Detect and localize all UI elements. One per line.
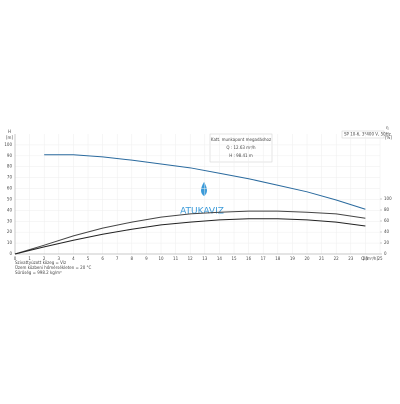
x-tick-label: 22 xyxy=(334,256,340,261)
y-tick-label: 50 xyxy=(7,196,13,201)
y2-tick-label: 100 xyxy=(384,196,392,201)
note: Üzem közbeni hőmérsékleten = 20 °C xyxy=(15,265,92,270)
y-tick-label: 70 xyxy=(7,175,13,180)
x-tick-label: 6 xyxy=(101,256,104,261)
y-tick-label: 60 xyxy=(7,186,13,191)
x-tick-label: 21 xyxy=(319,256,325,261)
x-tick-label: 24 xyxy=(363,256,369,261)
y-tick-label: 100 xyxy=(4,142,12,147)
series-line xyxy=(44,154,366,210)
x-tick-label: 15 xyxy=(231,256,237,261)
y2-tick-label: 40 xyxy=(384,229,390,234)
x-tick-label: 12 xyxy=(188,256,194,261)
x-tick-label: 2 xyxy=(43,256,46,261)
y-tick-label: 40 xyxy=(7,207,13,212)
watermark: ATUKAVIZ xyxy=(180,207,224,217)
x-label: Q [m³/h] xyxy=(361,256,378,261)
x-tick-label: 3 xyxy=(58,256,61,261)
y-label: H xyxy=(8,129,11,134)
x-tick-label: 7 xyxy=(116,256,119,261)
logo-drop xyxy=(201,182,207,196)
series-line xyxy=(14,218,366,255)
x-tick-label: 8 xyxy=(131,256,134,261)
pump-label: SP 10-6, 3*400 V, 50Hz xyxy=(344,132,391,137)
note: Szivattyúzott közeg = Víz xyxy=(15,260,66,265)
x-tick-label: 11 xyxy=(173,256,179,261)
annotation: Q : 12.63 m³/h xyxy=(226,145,256,150)
x-tick-label: 5 xyxy=(87,256,90,261)
x-tick-label: 10 xyxy=(158,256,164,261)
x-tick-label: 16 xyxy=(246,256,252,261)
series-line xyxy=(14,210,366,255)
y2-tick-label: 20 xyxy=(384,240,390,245)
y2-label: η xyxy=(386,125,389,130)
x-tick-label: 18 xyxy=(275,256,281,261)
note: Sűrűség = 998.2 kg/m³ xyxy=(15,270,62,275)
y-tick-label: 30 xyxy=(7,218,13,223)
x-tick-label: 14 xyxy=(217,256,223,261)
x-tick-label: 20 xyxy=(304,256,310,261)
y-tick-label: 90 xyxy=(7,153,13,158)
x-tick-label: 19 xyxy=(290,256,296,261)
x-tick-label: 0 xyxy=(14,256,17,261)
annotation: H : 98.41 m xyxy=(229,153,253,158)
x-tick-label: 13 xyxy=(202,256,208,261)
x-tick-label: 25 xyxy=(377,256,383,261)
y-label: [m] xyxy=(6,135,13,140)
y-tick-label: 20 xyxy=(7,229,13,234)
x-tick-label: 23 xyxy=(348,256,354,261)
annotation-box xyxy=(209,133,273,163)
y2-tick-label: 60 xyxy=(384,218,390,223)
y2-tick-label: 80 xyxy=(384,207,390,212)
x-tick-label: 4 xyxy=(72,256,75,261)
y2-label: [%] xyxy=(385,135,392,140)
y-tick-label: 80 xyxy=(7,164,13,169)
annotation: Katt. munkapont megadáshoz xyxy=(211,137,271,142)
x-tick-label: 9 xyxy=(145,256,148,261)
label-box xyxy=(341,130,385,139)
x-tick-label: 17 xyxy=(261,256,267,261)
x-tick-label: 1 xyxy=(28,256,31,261)
y2-tick-label: 0 xyxy=(384,251,387,256)
y-tick-label: 10 xyxy=(7,240,13,245)
y-tick-label: 0 xyxy=(9,251,12,256)
